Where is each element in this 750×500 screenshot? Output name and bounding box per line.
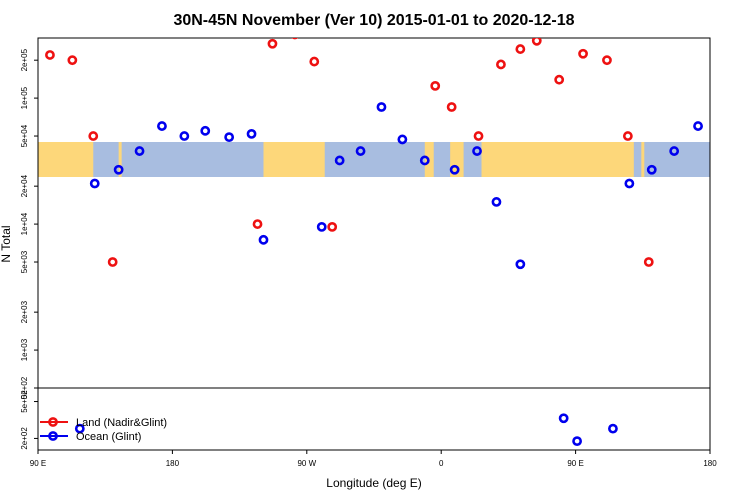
ocean-point: [419, 155, 430, 166]
land-point: [252, 219, 263, 229]
ocean-point: [134, 146, 145, 156]
y-tick-label: 1e+03: [20, 338, 29, 361]
ocean-inset-point: [608, 423, 618, 434]
land-mass-6: [641, 142, 645, 177]
y-tick-label: 5e+02: [20, 376, 29, 399]
ocean-point: [624, 178, 635, 189]
land-point: [602, 55, 612, 66]
land-point: [309, 56, 320, 67]
ocean-point: [515, 259, 526, 270]
land-point: [473, 131, 484, 141]
y-tick-label: 5e+04: [20, 124, 29, 147]
data-points: [45, 38, 703, 270]
land-point: [327, 221, 338, 232]
land-point: [291, 38, 299, 40]
ocean-point: [376, 102, 387, 112]
ocean-point: [491, 197, 502, 207]
ocean-point: [224, 132, 235, 143]
ocean-point: [179, 131, 190, 141]
chart-title: 30N-45N November (Ver 10) 2015-01-01 to …: [173, 12, 574, 29]
ocean-point: [258, 234, 269, 245]
land-mass-5: [481, 142, 634, 177]
ocean-point: [397, 134, 408, 145]
land-point: [88, 131, 99, 141]
inset-y-tick-label: 5e+02: [20, 390, 29, 413]
ocean-point: [157, 121, 167, 131]
land-point: [67, 55, 78, 66]
inset-y-axis-ticks: 2e+02 5e+02: [20, 390, 38, 450]
ocean-inset-point: [558, 413, 569, 424]
land-mass-4: [450, 142, 464, 177]
land-mass-1: [118, 142, 122, 177]
legend-label-land: Land (Nadir&Glint): [76, 417, 167, 429]
inset-data-points: [74, 413, 618, 447]
x-axis-ticks: 90 E 180 90 W 0 90 E 180: [30, 450, 717, 468]
plot-frame: [37, 37, 711, 451]
ocean-point: [693, 121, 703, 131]
legend-label-ocean: Ocean (Glint): [76, 431, 141, 443]
inset-y-tick-label: 2e+02: [20, 427, 29, 450]
ocean-inset-point: [572, 436, 582, 447]
land-point: [554, 74, 565, 85]
legend: Land (Nadir&Glint) Ocean (Glint): [40, 417, 167, 443]
y-axis-ticks: 5e+02 1e+03 2e+03 5e+03 1e+04 2e+04 5e+04 1e+05…: [20, 48, 38, 399]
legend-item-ocean: Ocean (Glint): [40, 431, 141, 443]
ocean-point: [113, 164, 124, 175]
land-point: [446, 102, 457, 112]
land-mass-2: [263, 142, 325, 177]
y-tick-label: 2e+05: [20, 48, 29, 71]
x-tick-label: 90 E: [30, 459, 46, 468]
y-tick-label: 2e+03: [20, 300, 29, 323]
ocean-inset-point: [74, 423, 85, 434]
land-point: [531, 38, 542, 46]
land-point: [107, 257, 118, 267]
x-tick-label: 0: [439, 459, 444, 468]
ocean-point: [246, 128, 257, 139]
x-tick-label: 90 W: [297, 459, 316, 468]
x-axis-label: Longitude (deg E): [326, 476, 421, 490]
ocean-point: [334, 155, 345, 166]
world-map-band: [38, 142, 710, 177]
ocean-point: [316, 221, 327, 232]
land-point: [267, 38, 278, 49]
y-axis-label: N Total: [0, 225, 13, 262]
x-tick-label: 180: [166, 459, 180, 468]
y-tick-label: 5e+03: [20, 250, 29, 273]
x-tick-label: 90 E: [567, 459, 583, 468]
y-tick-label: 1e+04: [20, 212, 29, 235]
ocean-point: [449, 164, 460, 175]
legend-item-land: Land (Nadir&Glint): [40, 417, 167, 429]
land-point: [643, 257, 654, 267]
ocean-point: [200, 125, 211, 136]
land-point: [430, 81, 441, 91]
ocean-point: [669, 146, 680, 156]
land-point: [622, 131, 633, 141]
land-mass-0: [38, 142, 94, 177]
y-tick-label: 2e+04: [20, 174, 29, 197]
land-point: [45, 50, 55, 60]
land-point: [496, 59, 506, 70]
y-tick-label: 1e+05: [20, 86, 29, 109]
land-point: [515, 44, 526, 54]
ocean-point: [355, 146, 366, 156]
ocean-point: [472, 146, 482, 156]
x-tick-label: 180: [703, 459, 717, 468]
ocean-point: [89, 178, 100, 189]
legend-marker-ocean: [48, 431, 58, 441]
legend-marker-land: [48, 417, 58, 427]
ocean-point: [646, 164, 657, 175]
land-point: [578, 48, 588, 59]
